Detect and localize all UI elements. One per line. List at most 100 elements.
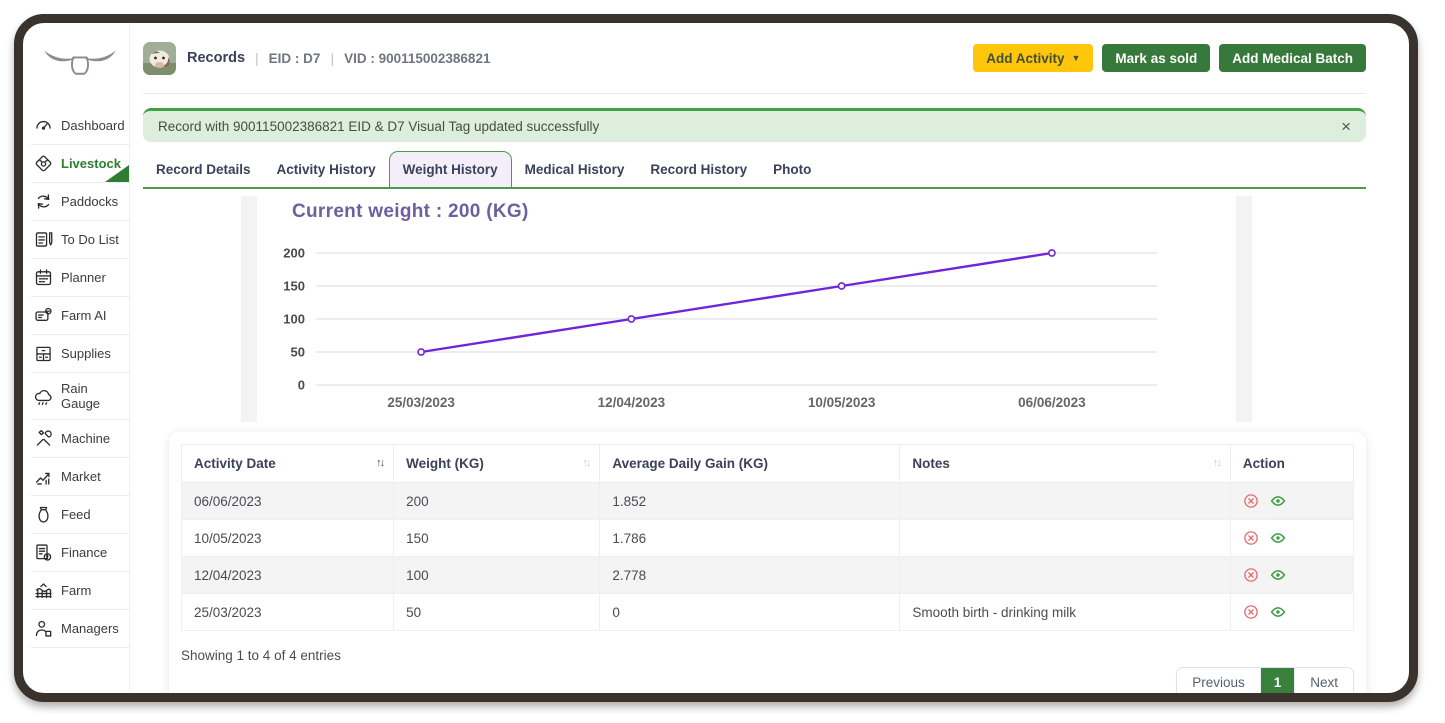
- add-activity-button[interactable]: Add Activity ▼: [973, 44, 1094, 72]
- y-axis-tick: 150: [283, 279, 305, 294]
- avg-daily-gain-cell: 0: [599, 593, 901, 631]
- managers-icon: [33, 618, 54, 639]
- add-medical-batch-button[interactable]: Add Medical Batch: [1219, 44, 1366, 72]
- previous-page-button[interactable]: Previous: [1177, 668, 1260, 693]
- mark-as-sold-button[interactable]: Mark as sold: [1102, 44, 1211, 72]
- sidebar-item-label: Managers: [61, 621, 119, 636]
- data-point-marker[interactable]: [1047, 249, 1056, 257]
- data-point-marker[interactable]: [627, 315, 636, 323]
- delete-record-icon[interactable]: [1243, 493, 1259, 509]
- data-point-marker[interactable]: [417, 348, 426, 356]
- col-header-notes[interactable]: Notes ↑↓: [899, 444, 1231, 483]
- sort-arrows-icon[interactable]: ↑↓: [1212, 457, 1222, 469]
- action-cell: [1229, 556, 1355, 594]
- avg-daily-gain-cell: 2.778: [599, 556, 901, 594]
- market-icon: [33, 466, 54, 487]
- app-frame: Dashboard Livestock Paddocks To Do List Plan…: [14, 14, 1418, 702]
- notes-cell: [899, 519, 1231, 557]
- chart-left-strip: [241, 196, 257, 422]
- tab-photo[interactable]: Photo: [773, 162, 812, 177]
- current-weight-title: Current weight : 200 (KG): [292, 201, 529, 222]
- notes-cell: [899, 556, 1231, 594]
- page-1-button[interactable]: 1: [1259, 668, 1296, 693]
- tab-record-history[interactable]: Record History: [650, 162, 748, 177]
- farm-icon: [33, 580, 54, 601]
- sidebar-item-feed[interactable]: Feed: [31, 496, 129, 534]
- sidebar-item-machine[interactable]: Machine: [31, 420, 129, 458]
- table-head: Activity Date ↑↓ Weight (KG) ↑↓ Average Dail…: [180, 444, 1355, 483]
- sidebar-item-label: To Do List: [61, 232, 119, 247]
- delete-record-icon[interactable]: [1243, 604, 1259, 620]
- sidebar-item-paddocks[interactable]: Paddocks: [31, 183, 129, 221]
- sidebar-item-to-do-list[interactable]: To Do List: [31, 221, 129, 259]
- col-header-label: Average Daily Gain (KG): [612, 456, 768, 471]
- sidebar-item-market[interactable]: Market: [31, 458, 129, 496]
- sidebar-item-label: Finance: [61, 545, 108, 560]
- view-record-icon[interactable]: [1270, 493, 1286, 509]
- sidebar-item-farm-ai[interactable]: Farm AI: [31, 297, 129, 335]
- sort-arrows-icon[interactable]: ↑↓: [376, 457, 385, 469]
- breadcrumb-separator: |: [330, 50, 335, 66]
- y-axis-tick: 50: [291, 345, 305, 360]
- eid-value: EID : D7: [268, 50, 321, 66]
- sidebar-item-livestock[interactable]: Livestock: [31, 145, 129, 183]
- y-axis-tick: 200: [283, 246, 305, 261]
- tab-record-details[interactable]: Record Details: [156, 162, 251, 177]
- sidebar-item-planner[interactable]: Planner: [31, 259, 129, 297]
- main-content: Records | EID : D7 | VID : 9001150023868…: [130, 23, 1409, 693]
- sidebar-item-label: Planner: [61, 270, 106, 285]
- delete-record-icon[interactable]: [1243, 567, 1259, 583]
- close-icon[interactable]: ×: [1341, 117, 1351, 136]
- view-record-icon[interactable]: [1270, 530, 1286, 546]
- col-header-activity-date[interactable]: Activity Date ↑↓: [180, 444, 395, 483]
- table-row: 12/04/2023 100 2.778: [180, 556, 1355, 594]
- vid-value: VID : 900115002386821: [344, 50, 491, 66]
- activity-date-cell: 06/06/2023: [180, 482, 395, 520]
- activity-date-cell: 10/05/2023: [180, 519, 395, 557]
- sidebar: Dashboard Livestock Paddocks To Do List Plan…: [23, 23, 130, 693]
- action-cell: [1229, 593, 1355, 631]
- sidebar-item-finance[interactable]: Finance: [31, 534, 129, 572]
- weight-history-card: Activity Date ↑↓ Weight (KG) ↑↓ Average Dail…: [169, 432, 1366, 693]
- sidebar-item-supplies[interactable]: Supplies: [31, 335, 129, 373]
- sort-arrows-icon[interactable]: ↑↓: [582, 457, 591, 469]
- sidebar-item-label: Dashboard: [61, 118, 125, 133]
- livestock-icon: [33, 153, 54, 174]
- feed-icon: [33, 504, 54, 525]
- sidebar-item-managers[interactable]: Managers: [31, 610, 129, 648]
- sidebar-item-label: Farm AI: [61, 308, 107, 323]
- col-header-label: Weight (KG): [406, 456, 484, 471]
- paddocks-icon: [33, 191, 54, 212]
- activity-date-cell: 25/03/2023: [180, 593, 395, 631]
- tab-weight-history[interactable]: Weight History: [388, 151, 512, 187]
- header-actions: Add Activity ▼ Mark as sold Add Medical …: [973, 44, 1366, 72]
- chevron-down-icon: ▼: [1071, 52, 1081, 63]
- dashboard-icon: [33, 115, 54, 136]
- x-axis-tick: 25/03/2023: [387, 395, 455, 410]
- weight-series-line: [420, 251, 1053, 354]
- entries-summary: Showing 1 to 4 of 4 entries: [181, 648, 341, 663]
- active-corner-triangle: [105, 165, 129, 182]
- tab-activity-history[interactable]: Activity History: [276, 162, 376, 177]
- view-record-icon[interactable]: [1270, 567, 1286, 583]
- cattle-avatar: [143, 41, 176, 75]
- sidebar-item-label: Market: [61, 469, 101, 484]
- next-page-button[interactable]: Next: [1295, 668, 1353, 693]
- tab-medical-history[interactable]: Medical History: [524, 162, 625, 177]
- sidebar-item-dashboard[interactable]: Dashboard: [31, 107, 129, 145]
- sidebar-item-label: Paddocks: [61, 194, 119, 209]
- sidebar-item-rain-gauge[interactable]: Rain Gauge: [31, 373, 129, 420]
- sidebar-item-farm[interactable]: Farm: [31, 572, 129, 610]
- data-point-marker[interactable]: [837, 282, 846, 290]
- table-row: 25/03/2023 50 0 Smooth birth - drinking mil…: [180, 593, 1355, 631]
- x-axis-tick: 12/04/2023: [598, 395, 666, 410]
- x-axis-tick: 10/05/2023: [808, 395, 876, 410]
- pagination: Previous 1 Next: [1176, 667, 1354, 693]
- sidebar-item-label: Supplies: [61, 346, 111, 361]
- col-header-weight-kg[interactable]: Weight (KG) ↑↓: [393, 444, 601, 483]
- delete-record-icon[interactable]: [1243, 530, 1259, 546]
- sidebar-item-label: Farm: [61, 583, 92, 598]
- weight-line-chart: 0 50 100 150 200 25/03/2023 12/04/2023 10/05/20…: [257, 229, 1236, 422]
- view-record-icon[interactable]: [1270, 604, 1286, 620]
